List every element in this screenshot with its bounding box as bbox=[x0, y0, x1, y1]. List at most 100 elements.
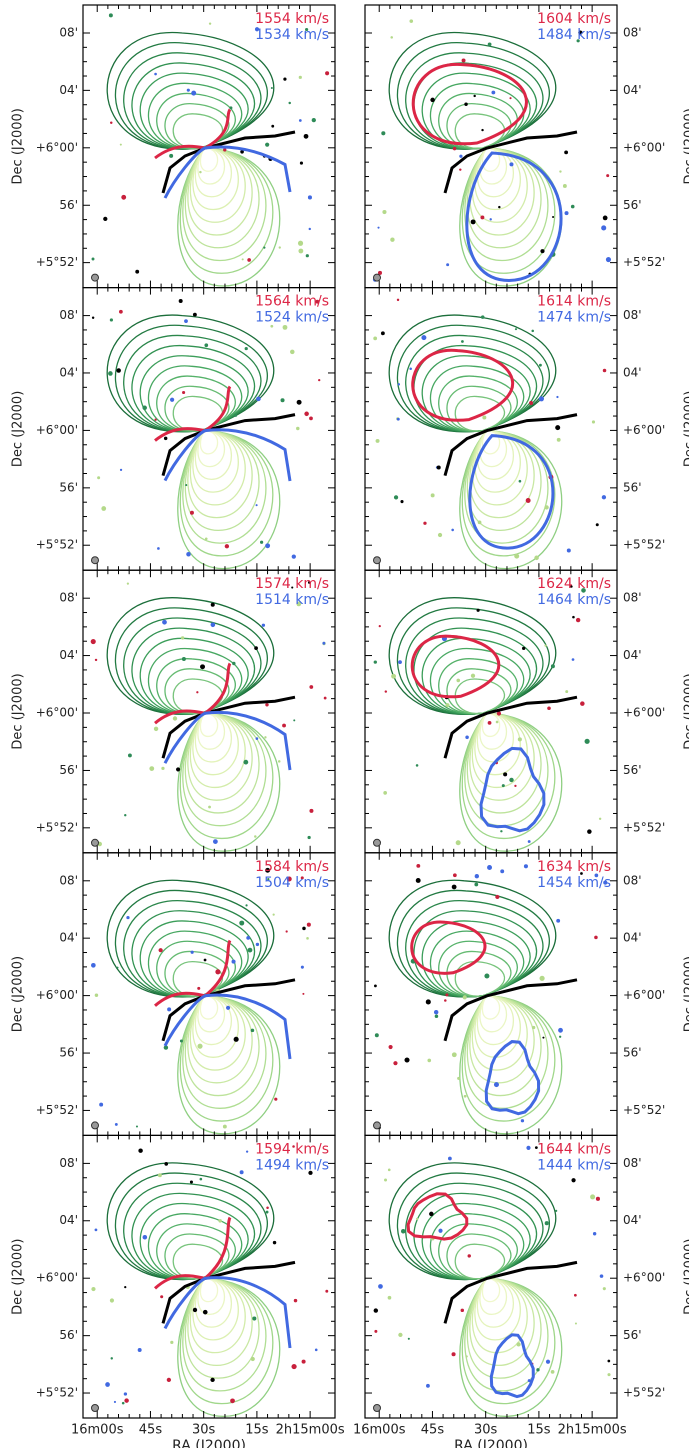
y-tick-label: 08' bbox=[59, 873, 78, 887]
contour-line bbox=[396, 324, 550, 433]
y-tick-label: 08' bbox=[59, 25, 78, 39]
contour-line bbox=[481, 1277, 501, 1303]
velocity-label-blue: 1474 km/s bbox=[537, 310, 611, 326]
noise-blob bbox=[453, 873, 457, 878]
noise-blob bbox=[574, 1293, 577, 1297]
noise-blob bbox=[538, 363, 542, 367]
contour-line bbox=[421, 355, 531, 432]
noise-blob bbox=[426, 1383, 430, 1388]
y-tick-label: +5°52' bbox=[623, 538, 665, 552]
velocity-label-blue: 1484 km/s bbox=[537, 27, 611, 43]
noise-blob bbox=[113, 1400, 117, 1404]
noise-blob bbox=[572, 615, 575, 619]
noise-blob bbox=[591, 420, 596, 424]
noise-blob bbox=[291, 1363, 297, 1370]
noise-blob bbox=[451, 884, 457, 890]
velocity-label-blue: 1534 km/s bbox=[255, 27, 329, 43]
contour-line bbox=[179, 147, 274, 274]
contour-line bbox=[187, 429, 253, 519]
noise-blob bbox=[377, 270, 383, 275]
contour-line bbox=[164, 1233, 230, 1280]
contour-line bbox=[189, 712, 246, 789]
noise-blob bbox=[501, 784, 505, 788]
noise-blob bbox=[607, 1373, 611, 1377]
y-tick-label: 56' bbox=[59, 480, 78, 494]
noise-blob bbox=[559, 170, 562, 173]
noise-blob bbox=[487, 865, 492, 870]
noise-blob bbox=[307, 835, 311, 840]
noise-blob bbox=[581, 588, 586, 593]
noise-blob bbox=[564, 211, 569, 216]
noise-blob bbox=[558, 1027, 563, 1033]
noise-blob bbox=[179, 1039, 183, 1043]
contour-line bbox=[199, 995, 219, 1020]
contour-line bbox=[413, 345, 538, 433]
noise-blob bbox=[522, 646, 526, 651]
noise-blob bbox=[495, 720, 499, 724]
noise-blob bbox=[509, 97, 512, 100]
noise-blob bbox=[476, 608, 480, 612]
contour-line bbox=[179, 712, 274, 840]
contour-line bbox=[114, 1172, 268, 1281]
noise-blob bbox=[461, 58, 466, 63]
contour-line bbox=[474, 1277, 521, 1341]
contour-line bbox=[164, 950, 230, 997]
contour-line bbox=[177, 995, 281, 1135]
contour-line bbox=[396, 42, 550, 150]
noise-blob bbox=[213, 839, 218, 844]
contour-line bbox=[172, 678, 224, 714]
noise-blob bbox=[108, 13, 113, 18]
noise-blob bbox=[303, 133, 309, 139]
contour-line bbox=[123, 1182, 262, 1280]
noise-blob bbox=[387, 1295, 392, 1300]
contour-line bbox=[461, 429, 556, 557]
y-tick-label: 04' bbox=[59, 83, 78, 97]
y-axis-label: Dec (J2000) bbox=[683, 673, 689, 749]
x-tick-label: 15s bbox=[245, 1423, 269, 1438]
noise-blob bbox=[199, 170, 202, 174]
noise-blob bbox=[380, 331, 385, 336]
noise-blob bbox=[390, 36, 393, 39]
y-axis-label: Dec (J2000) bbox=[11, 108, 26, 184]
noise-blob bbox=[555, 1209, 558, 1212]
noise-blob bbox=[118, 309, 123, 314]
noise-blob bbox=[270, 324, 274, 328]
contour-line bbox=[197, 995, 225, 1033]
contour-line bbox=[194, 1277, 232, 1328]
noise-blob bbox=[594, 935, 598, 940]
noise-blob bbox=[416, 863, 421, 868]
contour-line bbox=[199, 429, 219, 455]
beam bbox=[91, 838, 99, 847]
noise-blob bbox=[489, 218, 492, 221]
noise-blob bbox=[397, 383, 401, 386]
noise-blob bbox=[135, 1125, 138, 1128]
noise-blob bbox=[271, 124, 275, 128]
noise-blob bbox=[108, 371, 113, 376]
y-tick-label: 08' bbox=[623, 873, 642, 887]
noise-blob bbox=[138, 1148, 143, 1153]
noise-blob bbox=[170, 1340, 174, 1344]
contour-line bbox=[194, 147, 232, 198]
noise-blob bbox=[190, 950, 194, 954]
noise-blob bbox=[527, 840, 531, 843]
noise-blob bbox=[595, 1196, 601, 1201]
contour-line bbox=[438, 940, 518, 997]
noise-blob bbox=[576, 39, 580, 43]
noise-blob bbox=[110, 121, 113, 125]
noise-blob bbox=[375, 438, 380, 443]
noise-blob bbox=[315, 299, 320, 304]
beam bbox=[373, 1121, 381, 1130]
noise-blob bbox=[210, 602, 215, 607]
noise-blob bbox=[470, 219, 476, 225]
noise-blob bbox=[539, 975, 545, 981]
noise-blob bbox=[460, 1308, 465, 1313]
noise-blob bbox=[374, 1329, 378, 1333]
noise-blob bbox=[400, 1228, 406, 1234]
contour-line bbox=[197, 712, 225, 750]
noise-blob bbox=[154, 418, 157, 421]
contour-line bbox=[147, 648, 243, 715]
contour-line bbox=[474, 147, 521, 211]
